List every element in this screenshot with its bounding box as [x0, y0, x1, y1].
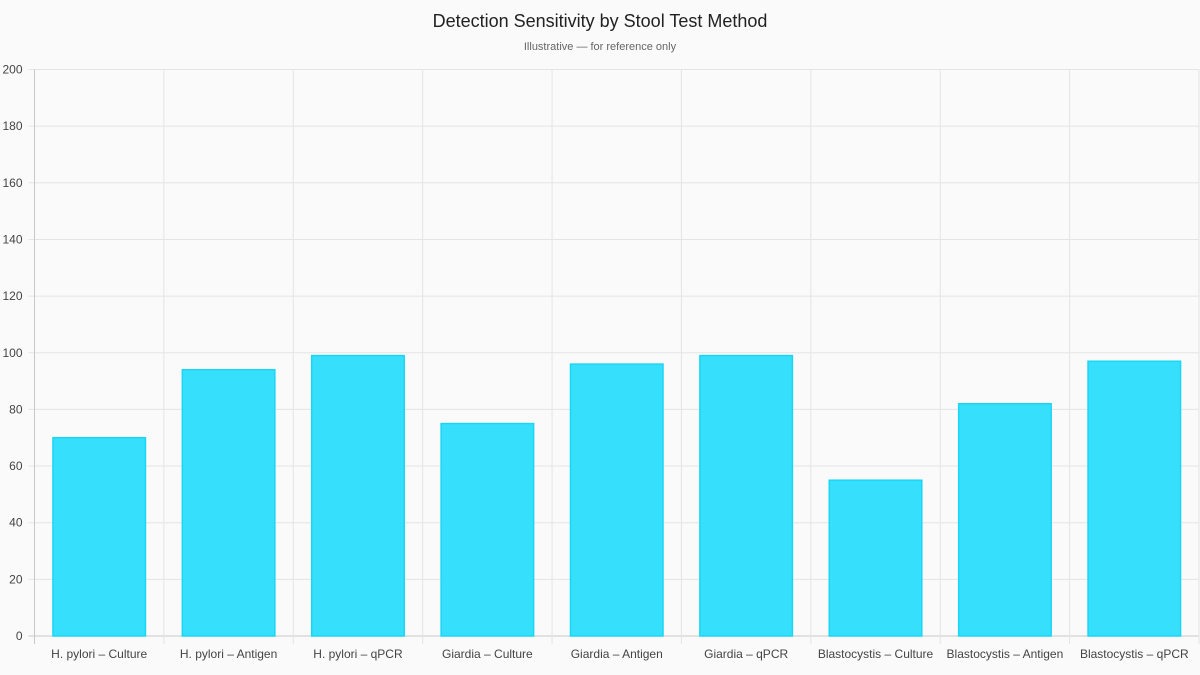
y-axis: 0 20 40 60 80 100 120 140 160 180 200 [2, 63, 22, 644]
bar [957, 402, 1052, 637]
x-axis: H. pylori – Culture H. pylori – Antigen H.… [51, 647, 1189, 661]
bar [440, 422, 535, 637]
y-tick-label: 0 [16, 629, 23, 643]
x-tick-label: Blastocystis – Antigen [947, 647, 1064, 661]
bar [310, 354, 405, 637]
chart-title: Detection Sensitivity by Stool Test Meth… [433, 11, 768, 31]
x-tick-label: Giardia – qPCR [704, 647, 788, 661]
bar [52, 436, 147, 637]
x-tick-label: Blastocystis – Culture [818, 647, 934, 661]
y-tick-label: 200 [2, 63, 22, 77]
bar [1087, 360, 1182, 637]
bar [699, 354, 794, 637]
bar [569, 363, 664, 637]
y-tick-label: 100 [2, 346, 22, 360]
x-tick-label: H. pylori – Culture [51, 647, 147, 661]
x-tick-label: H. pylori – Antigen [180, 647, 277, 661]
y-tick-label: 60 [9, 459, 23, 473]
y-tick-label: 120 [2, 289, 22, 303]
y-tick-label: 20 [9, 572, 23, 586]
y-tick-label: 80 [9, 402, 23, 416]
bar [828, 479, 923, 637]
bar [181, 368, 276, 637]
x-tick-label: Giardia – Antigen [571, 647, 663, 661]
y-tick-label: 180 [2, 119, 22, 133]
y-tick-label: 140 [2, 232, 22, 246]
x-tick-label: H. pylori – qPCR [313, 647, 403, 661]
chart-subtitle: Illustrative — for reference only [524, 41, 677, 53]
y-tick-label: 40 [9, 516, 23, 530]
bars [52, 354, 1182, 637]
x-tick-label: Blastocystis – qPCR [1080, 647, 1189, 661]
x-tick-label: Giardia – Culture [442, 647, 533, 661]
y-tick-label: 160 [2, 176, 22, 190]
